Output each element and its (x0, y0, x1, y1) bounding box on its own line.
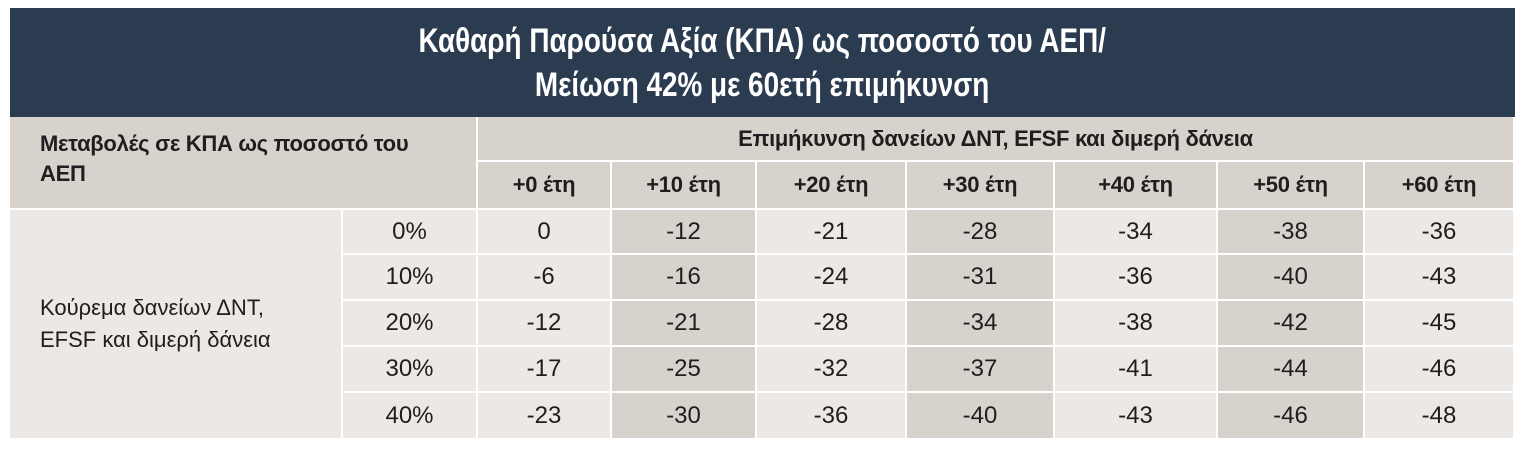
title-line: Μείωση 42% με 60ετή επιμήκυνση (535, 65, 990, 104)
value-cell: -46 (1365, 347, 1515, 393)
value-cell: -28 (757, 301, 907, 347)
value-cell: -16 (612, 255, 757, 301)
value-cell: -24 (757, 255, 907, 301)
value-cell: -34 (1055, 210, 1218, 255)
value-cell: -42 (1218, 301, 1365, 347)
value-cell: -44 (1218, 347, 1365, 393)
value-cell: -25 (612, 347, 757, 393)
haircut-label: 30% (343, 347, 478, 393)
value-cell: -17 (478, 347, 612, 393)
corner-header: Μεταβολές σε ΚΠΑ ως ποσοστό του ΑΕΠ (10, 117, 478, 210)
value-cell: -36 (1055, 255, 1218, 301)
value-cell: -41 (1055, 347, 1218, 393)
value-cell: -36 (757, 393, 907, 440)
value-cell: -38 (1055, 301, 1218, 347)
haircut-label: 20% (343, 301, 478, 347)
value-cell: -21 (612, 301, 757, 347)
column-header: +50 έτη (1218, 162, 1365, 210)
title-bar: Καθαρή Παρούσα Αξία (ΚΠΑ) ως ποσοστό του… (10, 8, 1515, 117)
value-cell: -43 (1365, 255, 1515, 301)
column-header: +10 έτη (612, 162, 757, 210)
column-header: +30 έτη (907, 162, 1055, 210)
value-cell: -38 (1218, 210, 1365, 255)
value-cell: -40 (907, 393, 1055, 440)
value-cell: -46 (1218, 393, 1365, 440)
value-cell: -45 (1365, 301, 1515, 347)
value-cell: -12 (612, 210, 757, 255)
column-header: +0 έτη (478, 162, 612, 210)
value-cell: -32 (757, 347, 907, 393)
value-cell: -34 (907, 301, 1055, 347)
value-cell: -21 (757, 210, 907, 255)
value-cell: -40 (1218, 255, 1365, 301)
value-cell: -28 (907, 210, 1055, 255)
value-cell: -36 (1365, 210, 1515, 255)
value-cell: -12 (478, 301, 612, 347)
value-cell: -37 (907, 347, 1055, 393)
value-cell: -6 (478, 255, 612, 301)
value-cell: -48 (1365, 393, 1515, 440)
column-header: +20 έτη (757, 162, 907, 210)
column-header: +60 έτη (1365, 162, 1515, 210)
value-cell: -43 (1055, 393, 1218, 440)
row-group-label: Κούρεμα δανείων ΔΝΤ, EFSF και διμερή δάν… (10, 210, 343, 440)
value-cell: -31 (907, 255, 1055, 301)
group-header: Επιμήκυνση δανείων ΔΝΤ, EFSF και διμερή … (478, 117, 1515, 162)
haircut-label: 40% (343, 393, 478, 440)
value-cell: 0 (478, 210, 612, 255)
title-line: Καθαρή Παρούσα Αξία (ΚΠΑ) ως ποσοστό του… (418, 21, 1107, 60)
column-header: +40 έτη (1055, 162, 1218, 210)
value-cell: -30 (612, 393, 757, 440)
haircut-label: 10% (343, 255, 478, 301)
haircut-label: 0% (343, 210, 478, 255)
value-cell: -23 (478, 393, 612, 440)
